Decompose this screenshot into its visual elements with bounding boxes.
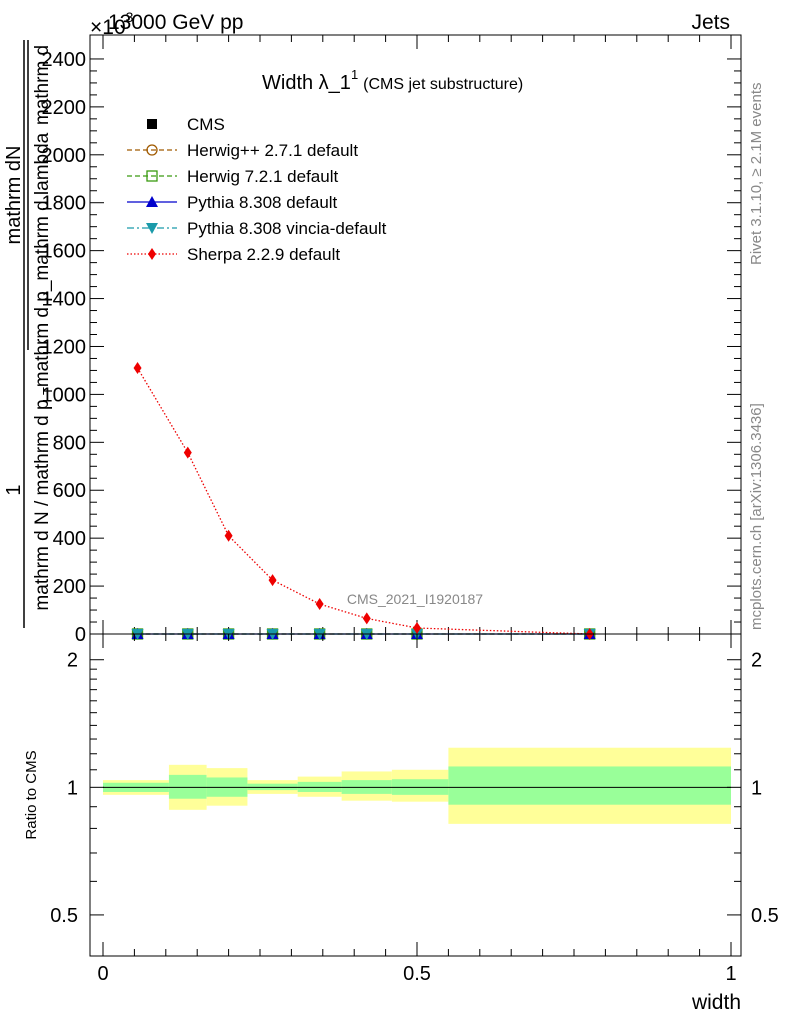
legend-marker: [146, 196, 158, 207]
series-5-point: [413, 622, 421, 635]
main-y-tick-label: 0: [75, 624, 86, 646]
legend-label: CMS: [187, 115, 225, 134]
main-panel: 0 200 400 600 800 1000 1200 1400 1600 1800 2000 220…: [42, 34, 742, 646]
main-y-tick-label: 1600: [42, 241, 87, 263]
main-y-tick-label: 1800: [42, 193, 87, 215]
legend: CMS Herwig++ 2.7.1 default Herwig 7.2.1 de…: [127, 115, 387, 264]
y-multiplier: ×103: [90, 9, 134, 39]
legend-entry: Herwig 7.2.1 default: [127, 167, 338, 186]
main-y-tick-label: 1000: [42, 384, 87, 406]
series-5-point: [183, 446, 192, 459]
ylabel-numerator: mathrm dN: [3, 146, 25, 245]
ratio-y-tick-label: 0.5: [50, 905, 78, 927]
main-y-tick-label: 2200: [42, 97, 87, 119]
ratio-panel: 0.5 0.51 12 2 0 0.5 1 Ratio to CMS width: [23, 633, 779, 1014]
main-y-tick-label: 200: [53, 576, 86, 598]
x-tick-label: 1: [725, 963, 736, 985]
y-multiplier-base: ×10: [90, 16, 126, 39]
legend-entry: Herwig++ 2.7.1 default: [127, 141, 358, 160]
rivet-label: Rivet 3.1.10, ≥ 2.1M events: [748, 83, 765, 266]
main-y-tick-label: 400: [53, 528, 86, 550]
legend-marker: [146, 223, 158, 234]
ratio-y-tick-label: 1: [67, 777, 78, 799]
title-sub: (CMS jet substructure): [363, 76, 523, 93]
main-y-tick-label: 800: [53, 432, 86, 454]
legend-entry: Sherpa 2.2.9 default: [127, 245, 340, 264]
ratio-band-stat: [448, 766, 731, 805]
ylabel-prefactor: 1: [3, 484, 25, 495]
ylabel-denominator-b: mathrm d p_mathrm d lambda: [32, 132, 53, 387]
legend-entry: Pythia 8.308 default: [127, 193, 338, 212]
legend-label: Pythia 8.308 default: [187, 193, 338, 212]
legend-label: Sherpa 2.2.9 default: [187, 245, 340, 264]
legend-entry: CMS: [147, 115, 225, 134]
plot-title: Width λ_11 (CMS jet substructure): [262, 67, 523, 94]
legend-marker: [148, 248, 156, 260]
legend-label: Herwig 7.2.1 default: [187, 167, 338, 186]
process-label: Jets: [691, 11, 730, 34]
mcplots-label: mcplots.cern.ch [arXiv:1306.3436]: [748, 403, 765, 630]
ratio-band-stat: [168, 774, 207, 799]
legend-label: Herwig++ 2.7.1 default: [187, 141, 358, 160]
ylabel-denominator-a: mathrm d N / mathrm d p: [32, 399, 53, 610]
legend-marker: [146, 170, 158, 182]
title-sup: 1: [351, 67, 358, 82]
ratio-x-ticks: 0 0.5 1: [97, 634, 737, 985]
legend-marker: [147, 119, 157, 129]
energy-label: 13000 GeV pp: [108, 11, 243, 34]
series-5-point: [315, 598, 324, 611]
ratio-y-axis-label: Ratio to CMS: [23, 750, 40, 839]
series-5-point: [133, 362, 142, 375]
ylabel-denominator-sub: T: [40, 387, 55, 395]
legend-entry: Pythia 8.308 vincia-default: [127, 219, 387, 238]
ylabel-denominator-c: mathrm d: [32, 45, 53, 125]
x-axis-label: width: [691, 991, 741, 1014]
main-y-axis-label: 1 mathrm dN mathrm d N / mathrm d p T ma…: [3, 40, 55, 628]
legend-marker: [146, 144, 158, 156]
legend-label: Pythia 8.308 vincia-default: [187, 219, 387, 238]
main-y-tick-label: 2400: [42, 49, 87, 71]
ratio-y-tick-label-right: 2: [751, 650, 762, 672]
main-y-tick-label: 1200: [42, 336, 87, 358]
analysis-id: CMS_2021_I1920187: [347, 591, 483, 607]
y-multiplier-power: 3: [126, 9, 134, 25]
series-5-point: [268, 574, 277, 587]
title-main: Width λ_1: [262, 72, 351, 94]
main-y-tick-label: 1400: [42, 289, 87, 311]
x-tick-label: 0: [97, 963, 108, 985]
main-y-ticks: 0 200 400 600 800 1000 1200 1400 1600 1800 2000 220…: [42, 49, 741, 646]
ratio-y-tick-label: 2: [67, 650, 78, 672]
ratio-bands: [103, 747, 731, 824]
series-5-point: [224, 529, 233, 542]
main-y-tick-label: 600: [53, 480, 86, 502]
ratio-frame: [89, 633, 742, 957]
main-y-tick-label: 2000: [42, 145, 87, 167]
x-tick-label: 0.5: [403, 963, 431, 985]
ratio-y-ticks: 0.5 0.5 1 1 2 2: [50, 650, 779, 957]
series-5-point: [362, 612, 371, 625]
ratio-y-tick-label-right: 1: [751, 777, 762, 799]
ratio-y-tick-label-right: 0.5: [751, 905, 779, 927]
